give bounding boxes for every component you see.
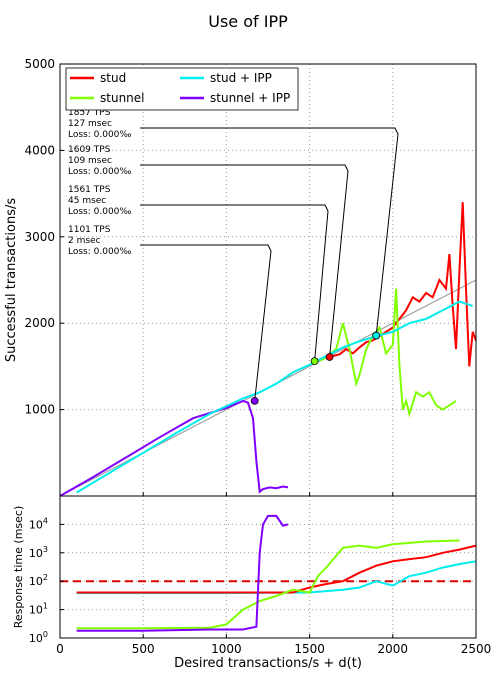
annotation-text: Loss: 0.000‰ [68, 130, 131, 140]
bottom-ytick-label: 104 [29, 516, 48, 531]
annotation-text: 2 msec [68, 236, 101, 246]
annotation-connector [140, 204, 329, 362]
annotation-connector [140, 127, 399, 336]
annotation-point [325, 353, 334, 361]
annotation-connector [140, 164, 349, 358]
bottom-series [60, 514, 477, 632]
annotation-text: 109 msec [68, 156, 112, 166]
bottom-xlabel: Desired transactions/s + d(t) [174, 656, 362, 671]
series-stunnel-ipp [59, 399, 289, 497]
bottom-ylabel: Response time (msec) [12, 506, 25, 629]
bottom-ticks: 0 500 1000 1500 2000 2500 100 101 102 103 104 [29, 516, 491, 656]
top-ticks: 1000 2000 3000 4000 5000 [24, 57, 477, 496]
annotation-point [372, 331, 381, 340]
legend-label: stud + IPP [210, 71, 272, 85]
annotation-point [250, 396, 259, 405]
legend-label: stunnel + IPP [210, 91, 290, 105]
annotation-text: Loss: 0.000‰ [68, 207, 131, 217]
top-ytick-label: 3000 [24, 230, 55, 244]
bottom-plot-area [60, 496, 476, 638]
bottom-ytick-label: 101 [29, 602, 48, 617]
bottom-xtick-label: 1500 [294, 642, 325, 656]
annotation-text: 1609 TPS [68, 145, 111, 155]
legend: stud stunnel stud + IPP stunnel + IPP [65, 67, 299, 111]
top-ytick-label: 4000 [24, 143, 55, 157]
annotation-connector [140, 244, 272, 401]
annotation-point [310, 357, 319, 366]
bottom-series-stunnel [76, 539, 460, 630]
legend-label: stunnel [100, 91, 145, 105]
bottom-ytick-label: 103 [29, 545, 48, 560]
bottom-ytick-label: 100 [29, 630, 48, 645]
annotation-text: 127 msec [68, 119, 112, 129]
bottom-xtick-label: 0 [56, 642, 64, 656]
bottom-xtick-label: 2000 [378, 642, 409, 656]
bottom-xtick-label: 2500 [461, 642, 492, 656]
annotation-text: 1101 TPS [68, 225, 111, 235]
series-stunnel [314, 288, 457, 418]
legend-label: stud [100, 71, 126, 85]
top-ylabel: Successful transactions/s [4, 198, 19, 362]
annotation-text: 45 msec [68, 196, 106, 206]
annotation-text: 1857 TPS [68, 108, 111, 118]
bottom-xtick-label: 1000 [211, 642, 242, 656]
bottom-series-stunnel-ipp [76, 514, 289, 632]
annotation-text: Loss: 0.000‰ [68, 247, 131, 257]
legend-frame [65, 67, 299, 111]
top-ytick-label: 2000 [24, 316, 55, 330]
series-stud [329, 202, 477, 367]
bottom-ytick-label: 102 [29, 573, 48, 588]
bottom-series-stud [76, 544, 477, 594]
top-ytick-label: 1000 [24, 403, 55, 417]
bottom-xtick-label: 500 [132, 642, 155, 656]
annotation-text: 1561 TPS [68, 185, 111, 195]
bottom-plot-frame [59, 495, 477, 639]
top-grid [60, 64, 476, 496]
top-ytick-label: 5000 [24, 57, 55, 71]
chart-title: Use of IPP [208, 12, 288, 31]
annotation-text: Loss: 0.000‰ [68, 167, 131, 177]
